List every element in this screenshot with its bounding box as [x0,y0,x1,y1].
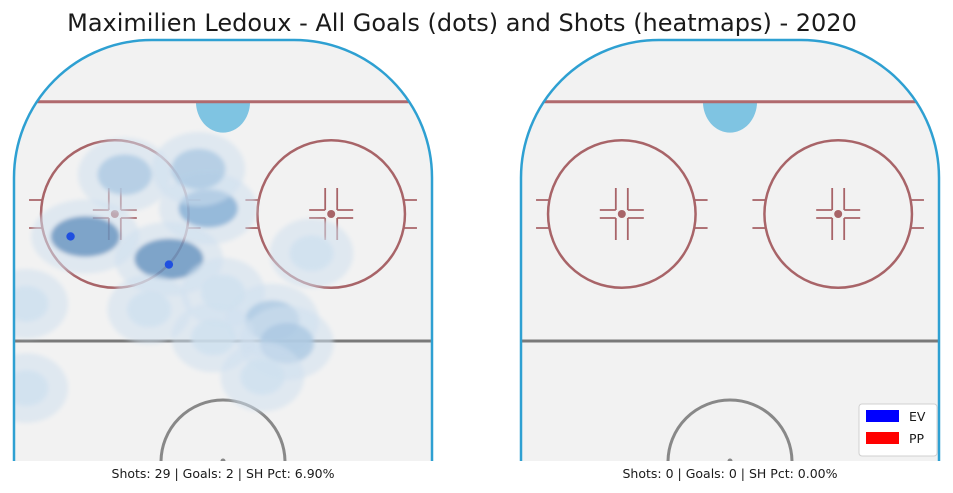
neutral-circle [159,398,287,461]
faceoff-dot [617,210,626,219]
goal-crease [702,101,758,133]
neutral-circle [666,398,794,461]
heat-contour [191,319,236,356]
ice-surface [521,40,939,461]
faceoff-ring [763,138,914,290]
neutral-dot [727,458,733,461]
panel-right-stats: Shots: 0 | Goals: 0 | SH Pct: 0.00% [622,466,837,481]
faceoff-ring [256,138,407,290]
heat-contour [14,370,49,406]
rink-markings [521,100,939,461]
neutral-dot [220,458,226,461]
heat-contour [240,358,285,395]
legend: EV PP [858,403,938,457]
goal-crease [195,101,251,133]
faceoff-circle [536,138,708,290]
rink-markings [14,100,432,461]
heat-contour [134,238,204,280]
legend-pp-label: PP [909,431,925,446]
goal-dot [164,260,174,269]
heat-contour [289,235,334,272]
goal-dots [66,232,174,269]
heat-contour [14,285,49,322]
faceoff-dot [834,210,843,219]
chart-title: Maximilien Ledoux - All Goals (dots) and… [67,9,857,37]
goal-dot [66,232,75,241]
shot-heatmap [14,132,354,423]
faceoff-ring [546,138,697,290]
rink-panel-right [519,38,941,461]
legend-ev-label: EV [909,409,926,424]
legend-pp-swatch [866,432,899,444]
heat-contour [127,291,172,328]
faceoff-circle [245,138,417,290]
legend-ev-swatch [866,410,899,422]
faceoff-circle [752,138,924,290]
boards [12,38,434,461]
heat-contour [171,148,226,190]
rink-panel-left [12,38,434,461]
heat-contour [97,154,152,195]
heat-contour [50,216,120,257]
panel-left-stats: Shots: 29 | Goals: 2 | SH Pct: 6.90% [112,466,335,481]
boards [519,38,941,461]
faceoff-dot [327,210,336,219]
